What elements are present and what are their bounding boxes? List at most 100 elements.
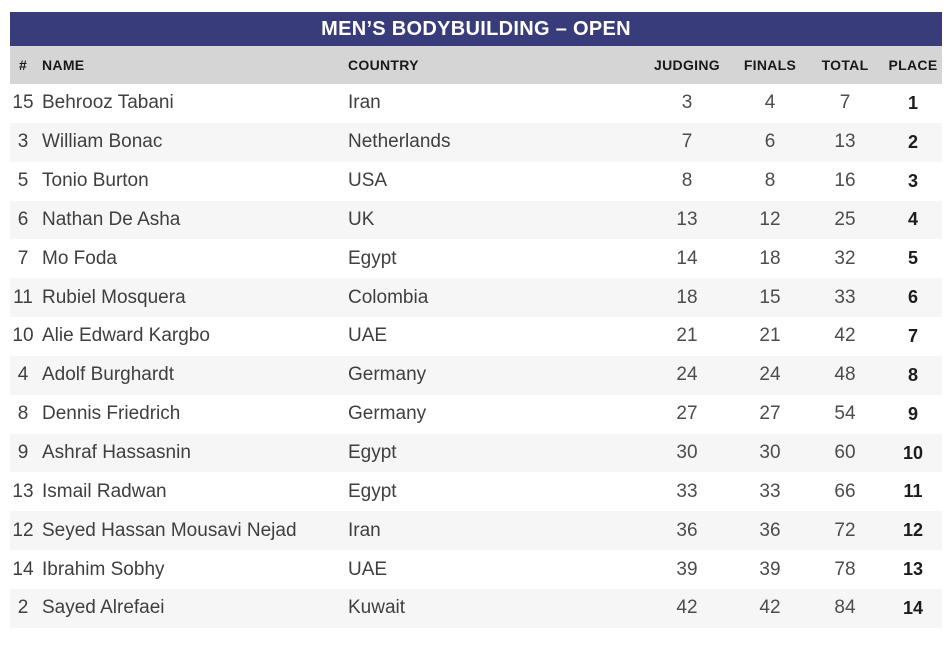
cell-country: Iran bbox=[348, 92, 381, 114]
table-row: 12 Seyed Hassan Mousavi Nejad Iran 36 36 72 12 bbox=[10, 511, 942, 551]
cell-num: 5 bbox=[17, 170, 29, 192]
cell-place: 13 bbox=[902, 559, 924, 580]
cell-total: 7 bbox=[839, 92, 851, 114]
cell-country: USA bbox=[348, 170, 388, 192]
results-sheet: MEN’S BODYBUILDING – OPEN # NAME COUNTRY… bbox=[10, 12, 942, 628]
cell-judging: 8 bbox=[681, 170, 693, 192]
cell-total: 42 bbox=[834, 325, 856, 347]
cell-judging: 3 bbox=[681, 92, 693, 114]
cell-place: 6 bbox=[907, 287, 918, 308]
cell-finals: 33 bbox=[759, 480, 781, 502]
cell-judging: 30 bbox=[676, 442, 698, 464]
cell-place: 3 bbox=[907, 170, 918, 191]
cell-total: 72 bbox=[834, 519, 856, 541]
cell-country: Colombia bbox=[348, 286, 429, 308]
cell-judging: 18 bbox=[676, 286, 698, 308]
cell-finals: 24 bbox=[759, 364, 781, 386]
cell-name: Ashraf Hassasnin bbox=[42, 442, 191, 464]
cell-place: 7 bbox=[907, 325, 918, 346]
cell-num: 2 bbox=[17, 597, 29, 619]
column-header-total: TOTAL bbox=[806, 46, 884, 84]
column-header-judging: JUDGING bbox=[640, 46, 734, 84]
column-header-place: PLACE bbox=[884, 46, 942, 84]
cell-country: UAE bbox=[348, 325, 388, 347]
cell-num: 13 bbox=[12, 480, 34, 502]
table-row: 7 Mo Foda Egypt 14 18 32 5 bbox=[10, 239, 942, 278]
results-table-header: # NAME COUNTRY JUDGING FINALS TOTAL PLAC… bbox=[10, 46, 942, 84]
header-row: # NAME COUNTRY JUDGING FINALS TOTAL PLAC… bbox=[10, 46, 942, 84]
cell-name: Seyed Hassan Mousavi Nejad bbox=[42, 519, 297, 541]
cell-country: Egypt bbox=[348, 247, 397, 269]
cell-place: 9 bbox=[907, 403, 918, 424]
cell-name: Nathan De Asha bbox=[42, 208, 181, 230]
cell-place: 8 bbox=[907, 364, 918, 385]
cell-finals: 6 bbox=[764, 131, 776, 153]
cell-total: 25 bbox=[834, 208, 856, 230]
cell-total: 66 bbox=[834, 480, 856, 502]
cell-num: 7 bbox=[17, 247, 29, 269]
cell-name: Ismail Radwan bbox=[42, 480, 167, 502]
cell-finals: 21 bbox=[759, 325, 781, 347]
page-title: MEN’S BODYBUILDING – OPEN bbox=[10, 12, 942, 46]
table-row: 2 Sayed Alrefaei Kuwait 42 42 84 14 bbox=[10, 588, 942, 628]
cell-place: 2 bbox=[907, 131, 918, 152]
cell-name: Tonio Burton bbox=[42, 170, 149, 192]
cell-name: William Bonac bbox=[42, 131, 163, 153]
cell-num: 12 bbox=[12, 519, 34, 541]
cell-name: Rubiel Mosquera bbox=[42, 286, 186, 308]
cell-place: 1 bbox=[907, 92, 918, 113]
cell-total: 13 bbox=[834, 131, 856, 153]
column-header-number: # bbox=[10, 46, 36, 84]
cell-judging: 33 bbox=[676, 480, 698, 502]
cell-place: 12 bbox=[902, 520, 924, 541]
cell-country: Germany bbox=[348, 364, 427, 386]
cell-finals: 4 bbox=[764, 92, 776, 114]
cell-name: Behrooz Tabani bbox=[42, 92, 174, 114]
cell-num: 14 bbox=[12, 558, 34, 580]
table-row: 10 Alie Edward Kargbo UAE 21 21 42 7 bbox=[10, 317, 942, 356]
cell-name: Mo Foda bbox=[42, 247, 117, 269]
cell-place: 5 bbox=[907, 248, 918, 269]
cell-num: 15 bbox=[12, 92, 34, 114]
table-row: 13 Ismail Radwan Egypt 33 33 66 11 bbox=[10, 472, 942, 511]
column-header-name: NAME bbox=[36, 46, 348, 84]
cell-finals: 18 bbox=[759, 247, 781, 269]
cell-finals: 42 bbox=[759, 597, 781, 619]
cell-place: 14 bbox=[902, 597, 924, 618]
cell-country: Germany bbox=[348, 403, 427, 425]
cell-finals: 36 bbox=[759, 519, 781, 541]
column-header-finals: FINALS bbox=[734, 46, 806, 84]
cell-judging: 42 bbox=[676, 597, 698, 619]
cell-num: 3 bbox=[17, 131, 29, 153]
cell-judging: 36 bbox=[676, 519, 698, 541]
table-row: 15 Behrooz Tabani Iran 3 4 7 1 bbox=[10, 84, 942, 123]
table-row: 5 Tonio Burton USA 8 8 16 3 bbox=[10, 162, 942, 201]
cell-total: 60 bbox=[834, 442, 856, 464]
cell-finals: 8 bbox=[764, 170, 776, 192]
cell-num: 11 bbox=[13, 286, 33, 308]
cell-judging: 24 bbox=[676, 364, 698, 386]
cell-name: Ibrahim Sobhy bbox=[42, 558, 165, 580]
cell-judging: 7 bbox=[681, 131, 693, 153]
cell-place: 10 bbox=[902, 442, 924, 463]
cell-name: Sayed Alrefaei bbox=[42, 597, 165, 619]
table-row: 9 Ashraf Hassasnin Egypt 30 30 60 10 bbox=[10, 433, 942, 473]
table-row: 11 Rubiel Mosquera Colombia 18 15 33 6 bbox=[10, 278, 942, 318]
cell-judging: 21 bbox=[676, 325, 698, 347]
cell-country: Egypt bbox=[348, 480, 397, 502]
cell-finals: 30 bbox=[759, 442, 781, 464]
cell-place: 11 bbox=[903, 481, 923, 502]
cell-num: 9 bbox=[17, 442, 29, 464]
results-table: # NAME COUNTRY JUDGING FINALS TOTAL PLAC… bbox=[10, 46, 942, 628]
cell-country: Egypt bbox=[348, 442, 397, 464]
table-row: 8 Dennis Friedrich Germany 27 27 54 9 bbox=[10, 395, 942, 434]
cell-total: 16 bbox=[834, 170, 856, 192]
cell-total: 33 bbox=[834, 286, 856, 308]
cell-country: Iran bbox=[348, 519, 381, 541]
cell-total: 78 bbox=[834, 558, 856, 580]
cell-place: 4 bbox=[907, 209, 918, 230]
cell-total: 48 bbox=[834, 364, 856, 386]
cell-finals: 15 bbox=[759, 286, 781, 308]
table-row: 6 Nathan De Asha UK 13 12 25 4 bbox=[10, 200, 942, 240]
results-table-body: 15 Behrooz Tabani Iran 3 4 7 1 3 William Bonac Ne… bbox=[10, 84, 942, 628]
